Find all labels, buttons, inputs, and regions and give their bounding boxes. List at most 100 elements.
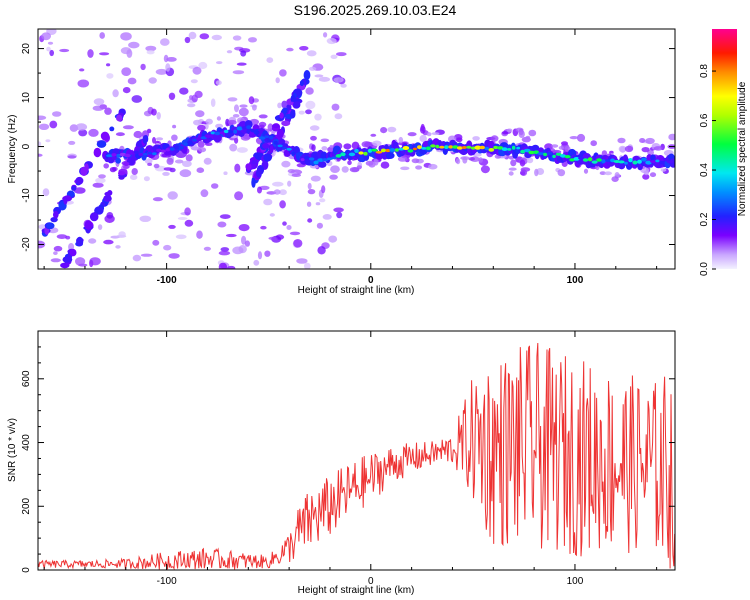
spectrogram-band-peak (528, 150, 535, 155)
spectrogram-speckle (241, 235, 247, 245)
spectrogram-speckle (268, 236, 278, 240)
spectrogram-speckle (211, 183, 219, 189)
spectrogram-speckle (53, 251, 58, 256)
spectrogram-band-peak (601, 159, 606, 164)
spectrogram-band-peak (246, 125, 252, 130)
spectrogram-speckle (106, 73, 114, 79)
spectrogram-speckle (336, 52, 347, 57)
spectrogram-streak-blob (100, 131, 110, 141)
spectrogram-band-peak (250, 129, 256, 133)
spectrogram-speckle (122, 125, 134, 130)
spectrogram-band-peak (421, 147, 427, 150)
spectrogram-speckle (38, 224, 47, 230)
spectrogram-speckle (192, 66, 202, 75)
spectrogram-halo (520, 167, 531, 172)
snr-ytick-label: 400 (21, 434, 32, 451)
spectrogram-halo (329, 144, 334, 149)
spectrogram-streak-blob (94, 206, 104, 215)
spectrogram-speckle (143, 176, 150, 182)
spectrogram-speckle (78, 129, 88, 137)
spectrogram-speckle (56, 234, 68, 240)
spectrogram-speckle (227, 265, 236, 269)
spectrogram-band-peak (124, 153, 131, 158)
spectrogram-speckle (282, 221, 287, 226)
spectrogram-halo (361, 141, 372, 148)
snr-ytick-label: 200 (21, 497, 32, 514)
spectrogram-speckle (296, 258, 308, 264)
spectrogram-band-peak (560, 154, 567, 158)
spectrogram-halo (415, 165, 423, 170)
spectrogram-band-peak (591, 160, 598, 164)
spectrogram-streak-blob (76, 236, 84, 247)
spectrogram-streak-blob (291, 98, 301, 103)
snr-line (38, 342, 675, 570)
spectrogram-speckle (99, 32, 105, 39)
spectrogram-band-blob (385, 152, 395, 160)
spectrogram-halo (370, 133, 377, 137)
spectrogram-speckle (168, 253, 180, 259)
spectrogram-band-peak (555, 152, 562, 156)
spectrogram-speckle (128, 41, 140, 49)
spectrogram-speckle (263, 198, 273, 206)
spectrogram-halo (115, 132, 125, 137)
spectrogram-band-peak (340, 152, 346, 157)
spectrogram-halo (411, 158, 420, 164)
spectrogram-speckle (234, 163, 241, 173)
spectrogram-band-peak (484, 146, 490, 151)
spectrogram-speckle (326, 37, 337, 45)
spectrogram-speckle (305, 100, 316, 110)
spectrogram-band-peak (380, 148, 387, 153)
spectrogram-streak-blob (299, 80, 304, 87)
spectrogram-halo (480, 165, 490, 174)
spectrogram-halo (660, 168, 667, 172)
spectrogram-band-peak (116, 153, 121, 158)
spectrogram-speckle (299, 46, 309, 51)
spectrogram-halo (506, 128, 513, 133)
spectrogram-band-peak (439, 145, 445, 149)
spectrogram-halo (205, 118, 213, 125)
spectrogram-halo (510, 159, 517, 167)
spectrogram-band-peak (291, 151, 296, 156)
spectrogram-band-peak (537, 152, 544, 156)
spectrogram-band-peak (214, 131, 221, 136)
spectrogram-speckle (99, 52, 110, 56)
spectrogram-speckle (236, 147, 248, 153)
spectrogram-speckle (127, 77, 137, 85)
spectrogram-streak-blob (293, 101, 301, 109)
colorbar-gradient (712, 29, 737, 269)
spectrogram-band-peak (632, 160, 638, 165)
spectrogram-speckle (41, 32, 51, 41)
spectrogram-band-peak (516, 146, 521, 150)
spectrogram-halo (643, 170, 649, 176)
spectrogram-speckle (163, 244, 172, 251)
spectrogram-halo (372, 140, 382, 147)
spectrogram-halo (162, 171, 170, 176)
spectrogram-speckle (87, 49, 94, 58)
spectrogram-halo (520, 171, 526, 176)
spectrogram-band-peak (389, 148, 396, 152)
spectrogram-speckle (319, 198, 326, 203)
spectrogram-halo (534, 168, 539, 177)
spectrogram-halo (508, 171, 514, 176)
spectrogram-speckle (191, 94, 198, 103)
spectrogram-band-peak (587, 157, 593, 162)
spectrogram-band-peak (308, 157, 315, 161)
spectrogram-halo (617, 137, 626, 144)
spectrogram-speckle (95, 177, 106, 184)
spectrogram-speckle (42, 188, 50, 197)
spectrogram-halo (172, 124, 177, 129)
spectrogram-band-peak (273, 140, 278, 145)
spectrogram-speckle (308, 66, 317, 71)
snr-panel: -100 0 100 0 200 400 600 Height of straight li… (7, 330, 676, 596)
spectrogram-halo (604, 171, 612, 176)
spectrogram-speckle (307, 218, 313, 223)
colorbar-tick-label: 0.6 (699, 113, 710, 127)
spectrogram-halo (252, 104, 257, 111)
spectrogram-speckle (104, 107, 112, 115)
spectrogram-speckle (211, 34, 222, 41)
spectrogram-speckle (46, 46, 51, 52)
spectrogram-speckle (198, 61, 208, 70)
spectrogram-halo (109, 167, 117, 173)
snr-ytick-label: 600 (21, 370, 32, 387)
spectrogram-halo (153, 163, 160, 169)
